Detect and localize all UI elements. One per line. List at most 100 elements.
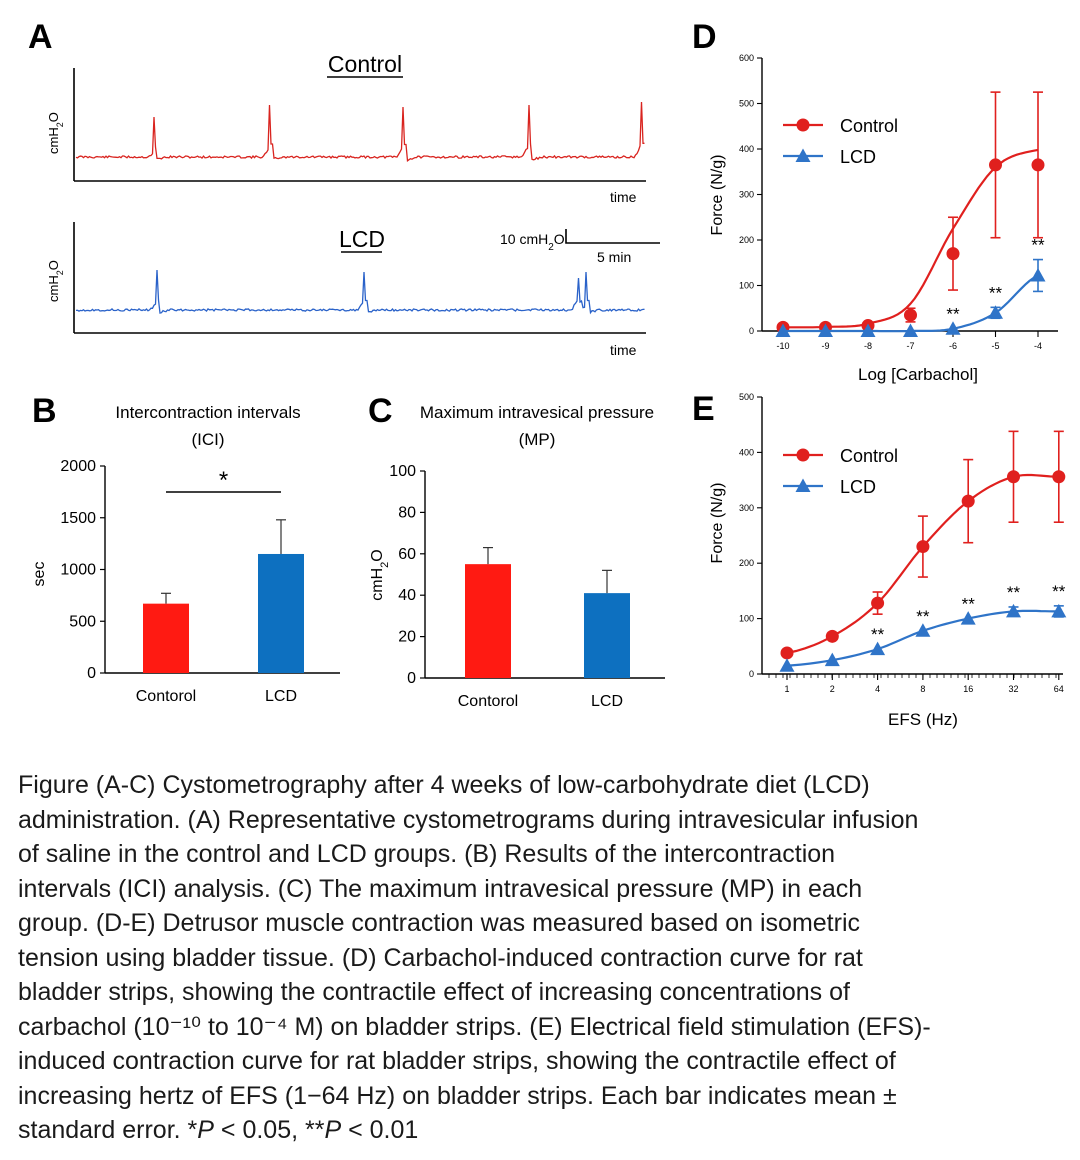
panel-d-chart: D Force (N/g) Log [Carbachol] 0 100 200 300… — [692, 18, 1058, 384]
data-point-control — [961, 494, 975, 508]
data-point-control — [989, 158, 1002, 172]
panel-e-chart: E Force (N/g) EFS (Hz) 0 100 200 300 400 500 1… — [692, 390, 1067, 729]
y-tick-label: 1500 — [60, 510, 96, 527]
panel-b-letter: B — [32, 392, 57, 430]
data-point-control — [946, 247, 960, 261]
x-tick-label: 2 — [830, 684, 835, 694]
significance-label: ** — [962, 595, 976, 614]
trace-ylabel-control: cmH2O — [46, 112, 65, 154]
panel-d-xlabel: Log [Carbachol] — [858, 365, 978, 384]
legend-label: Control — [840, 446, 898, 466]
data-point-lcd — [824, 652, 840, 667]
data-point-lcd — [1030, 267, 1046, 282]
significance-label: ** — [916, 607, 930, 626]
data-point-control — [1031, 158, 1045, 172]
y-tick-label: 100 — [739, 281, 754, 291]
data-point-lcd — [960, 611, 976, 625]
panel-a-letter: A — [28, 18, 53, 56]
x-tick-label: -7 — [906, 341, 914, 351]
caption-line: increasing hertz of EFS (1−64 Hz) on bla… — [18, 1081, 897, 1110]
y-tick-label: 300 — [739, 503, 754, 513]
panel-b-ylabel: sec — [31, 562, 48, 587]
x-tick-label: -9 — [821, 341, 829, 351]
caption-p-italic: P — [324, 1116, 342, 1144]
x-tick-label: -6 — [949, 341, 957, 351]
x-tick-label: 16 — [963, 684, 973, 694]
panel-b-title: Intercontraction intervals — [115, 403, 300, 422]
y-tick-label: 200 — [739, 235, 754, 245]
data-point-lcd — [779, 658, 795, 672]
significance-label: ** — [1031, 236, 1045, 255]
category-label: LCD — [265, 688, 297, 705]
data-point-lcd — [915, 623, 931, 637]
y-tick-label: 400 — [739, 447, 754, 457]
y-tick-label: 500 — [739, 392, 754, 402]
caption-p-italic: P — [197, 1116, 214, 1144]
x-tick-label: 64 — [1054, 684, 1064, 694]
caption-line: induced contraction curve for rat bladde… — [18, 1047, 896, 1075]
scale-bar-y-label: 10 cmH2O — [500, 231, 565, 253]
category-label: Contorol — [458, 693, 518, 710]
data-point-lcd — [860, 323, 876, 337]
significance-label: ** — [989, 283, 1003, 302]
data-point-control — [871, 596, 885, 610]
trace-ylabel-lcd: cmH2O — [46, 260, 65, 302]
y-tick-label: 0 — [749, 326, 754, 336]
caption-line: of saline in the control and LCD groups.… — [18, 840, 836, 868]
data-point-control — [780, 646, 794, 660]
y-tick-label: 500 — [739, 99, 754, 109]
y-tick-label: 400 — [739, 144, 754, 154]
x-tick-label: 4 — [875, 684, 880, 694]
legend-label: LCD — [840, 147, 876, 167]
scale-bar — [565, 229, 660, 244]
panel-e-ylabel: Force (N/g) — [709, 483, 726, 564]
y-tick-label: 60 — [398, 546, 416, 563]
y-tick-label: 0 — [407, 670, 416, 687]
data-point-lcd — [870, 641, 886, 656]
data-point-control — [825, 629, 839, 643]
bar-lcd — [258, 553, 304, 673]
significance-label: * — [219, 467, 228, 494]
legend-marker — [795, 148, 811, 162]
trace-lcd-line — [75, 269, 645, 315]
x-tick-label: -4 — [1034, 341, 1042, 351]
caption-line: Figure (A-C) Cystometrography after 4 we… — [18, 771, 870, 799]
caption-line: standard error. *P < 0.05, **P < 0.01 — [18, 1113, 1063, 1148]
category-label: LCD — [591, 693, 623, 710]
y-tick-label: 100 — [739, 614, 754, 624]
data-point-lcd — [818, 323, 833, 337]
panel-e-letter: E — [692, 390, 715, 428]
data-point-control — [916, 540, 930, 554]
x-tick-label: -5 — [991, 341, 999, 351]
panel-e-xlabel: EFS (Hz) — [888, 710, 958, 729]
x-tick-label: 8 — [920, 684, 925, 694]
data-point-lcd — [775, 323, 791, 337]
bar-contorol — [143, 603, 189, 673]
trace-title-lcd: LCD — [339, 226, 385, 252]
panel-c-subtitle: (MP) — [519, 430, 556, 449]
x-tick-label: 32 — [1008, 684, 1018, 694]
panel-c-letter: C — [368, 392, 393, 430]
panel-a: A Control cmH2O time LCD cmH2O time 10 c… — [28, 18, 660, 358]
y-tick-label: 300 — [739, 190, 754, 200]
panel-c-ylabel: cmH2O — [369, 549, 391, 600]
figure-panels: A Control cmH2O time LCD cmH2O time 10 c… — [28, 18, 1067, 729]
panel-b-subtitle: (ICI) — [191, 430, 224, 449]
significance-label: ** — [1052, 582, 1066, 601]
panel-d-letter: D — [692, 18, 717, 56]
y-tick-label: 80 — [398, 504, 416, 521]
data-point-control — [904, 308, 917, 322]
bar-contorol — [465, 564, 511, 678]
y-tick-label: 1000 — [60, 562, 96, 579]
legend-marker — [796, 448, 810, 462]
data-point-lcd — [1006, 603, 1021, 618]
caption-line: administration. (A) Representative cysto… — [18, 805, 919, 834]
trace-control-line — [75, 101, 645, 163]
significance-label: ** — [946, 305, 960, 324]
legend-marker — [795, 478, 811, 492]
y-tick-label: 0 — [749, 669, 754, 679]
legend-marker — [796, 118, 810, 132]
data-point-lcd — [903, 323, 918, 337]
data-point-control — [1052, 470, 1066, 484]
x-tick-label: -10 — [776, 341, 789, 351]
